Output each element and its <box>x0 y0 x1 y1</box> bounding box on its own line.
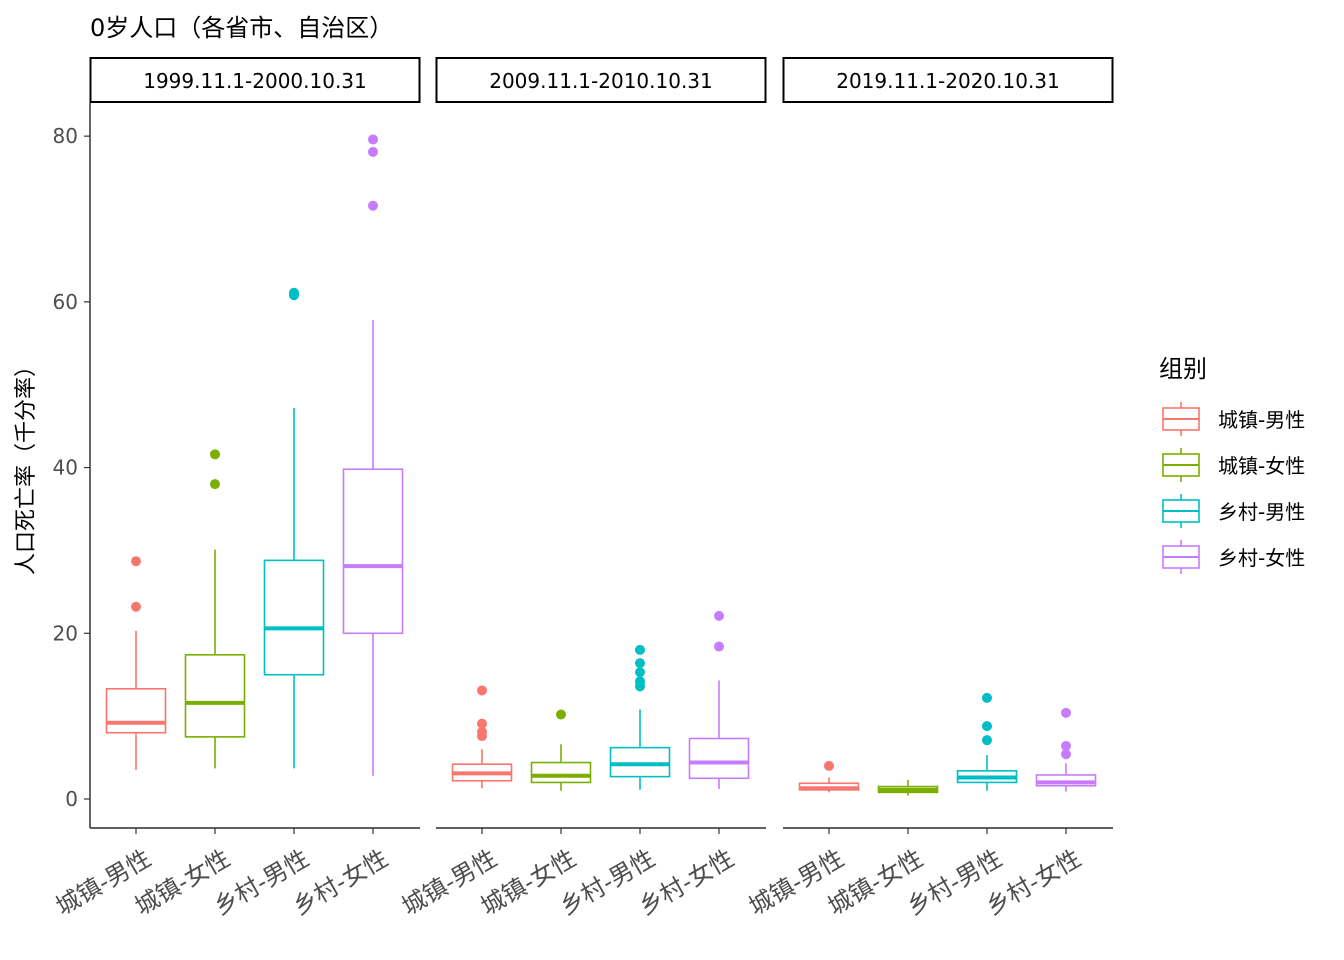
boxplot <box>105 556 167 770</box>
legend-label: 乡村-女性 <box>1218 546 1305 570</box>
box <box>105 687 167 734</box>
outlier-point <box>556 709 566 720</box>
boxplot <box>342 134 404 776</box>
boxplot <box>263 287 325 769</box>
outlier-point <box>131 556 141 567</box>
outlier-point <box>477 726 487 737</box>
boxplot <box>184 449 246 769</box>
boxplot <box>956 692 1018 791</box>
facet-strip-label: 1999.11.1-2000.10.31 <box>143 69 367 93</box>
outlier-point <box>982 721 992 732</box>
boxplot <box>451 685 513 789</box>
outlier-point <box>635 658 645 669</box>
outlier-point <box>477 685 487 696</box>
legend-item: 乡村-女性 <box>1162 540 1305 574</box>
boxplot <box>688 610 750 790</box>
y-axis: 0 20 40 60 80 <box>53 103 91 828</box>
outlier-point <box>982 692 992 703</box>
boxplot <box>530 709 592 791</box>
box <box>609 746 671 778</box>
legend-item: 城镇-女性 <box>1162 448 1305 482</box>
outlier-point <box>210 479 220 490</box>
y-tick-label: 60 <box>53 290 78 314</box>
facet-strip-label: 2009.11.1-2010.10.31 <box>489 69 713 93</box>
facet-strip <box>435 57 767 103</box>
boxplot <box>609 644 671 790</box>
outlier-point <box>714 641 724 652</box>
y-tick-label: 20 <box>53 621 78 645</box>
y-tick-label: 0 <box>65 787 78 811</box>
outlier-point <box>368 134 378 145</box>
legend-item: 城镇-男性 <box>1162 402 1305 436</box>
box <box>688 737 750 780</box>
boxplot <box>877 779 939 796</box>
y-tick-label: 80 <box>53 124 78 148</box>
legend-label: 城镇-女性 <box>1218 454 1305 478</box>
outlier-point <box>635 667 645 678</box>
box <box>263 559 325 676</box>
outlier-point <box>131 601 141 612</box>
outlier-point <box>477 718 487 729</box>
outlier-point <box>635 644 645 655</box>
outlier-point <box>635 676 645 687</box>
legend-item: 乡村-男性 <box>1162 494 1305 528</box>
y-axis-title: 人口死亡率（千分率） <box>14 355 39 575</box>
box <box>1035 774 1097 787</box>
facet-strip-label: 2019.11.1-2020.10.31 <box>836 69 1060 93</box>
outlier-point <box>368 200 378 211</box>
facet-strip <box>782 57 1114 103</box>
boxplot <box>1035 707 1097 792</box>
outlier-point <box>714 610 724 621</box>
legend-label: 乡村-男性 <box>1218 500 1305 524</box>
facet-strip <box>89 57 421 103</box>
box <box>342 468 404 635</box>
legend-label: 城镇-男性 <box>1218 408 1305 432</box>
chart-title: 0岁人口（各省市、自治区） <box>90 14 393 42</box>
outlier-point <box>1061 707 1071 718</box>
outlier-point <box>289 287 299 298</box>
outlier-point <box>1061 740 1071 751</box>
box <box>184 654 246 738</box>
outlier-point <box>824 760 834 771</box>
outlier-point <box>982 735 992 746</box>
legend-title: 组别 <box>1159 355 1207 383</box>
box <box>530 761 592 784</box>
outlier-point <box>368 146 378 157</box>
outlier-point <box>1061 749 1071 760</box>
y-tick-label: 40 <box>53 456 78 480</box>
outlier-point <box>210 449 220 460</box>
boxplot <box>798 760 860 793</box>
